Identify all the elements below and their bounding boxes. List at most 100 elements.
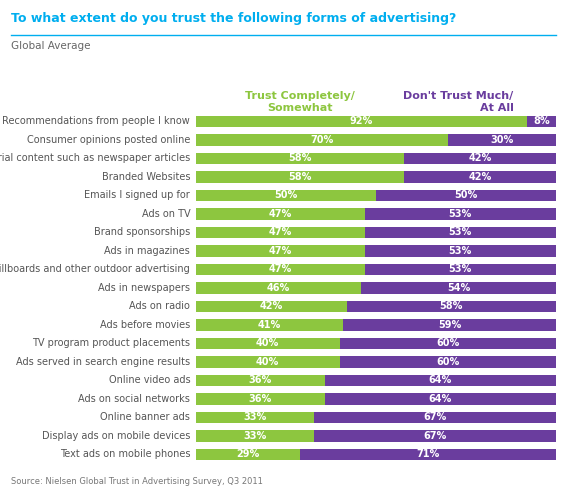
Text: 64%: 64% bbox=[429, 375, 452, 386]
Text: Ads served in search engine results: Ads served in search engine results bbox=[16, 357, 190, 367]
Bar bbox=[361, 282, 556, 294]
Text: 50%: 50% bbox=[274, 190, 297, 201]
Text: Global Average: Global Average bbox=[11, 41, 91, 51]
Text: Brand sponsorships: Brand sponsorships bbox=[94, 227, 190, 238]
Text: 53%: 53% bbox=[448, 264, 472, 274]
Bar bbox=[375, 190, 556, 201]
Bar bbox=[300, 448, 556, 460]
Bar bbox=[325, 393, 556, 405]
Bar bbox=[196, 116, 527, 127]
Bar bbox=[196, 264, 365, 275]
Bar bbox=[404, 153, 556, 164]
Bar bbox=[315, 430, 556, 442]
Text: 53%: 53% bbox=[448, 209, 472, 219]
Bar bbox=[527, 116, 556, 127]
Bar bbox=[343, 319, 556, 331]
Text: 36%: 36% bbox=[249, 375, 272, 386]
Text: Ads in magazines: Ads in magazines bbox=[104, 246, 190, 256]
Text: Ads on radio: Ads on radio bbox=[129, 302, 190, 311]
Bar bbox=[365, 227, 556, 238]
Text: 41%: 41% bbox=[258, 320, 281, 330]
Text: 36%: 36% bbox=[249, 394, 272, 404]
Bar bbox=[347, 301, 556, 312]
Text: 70%: 70% bbox=[310, 135, 333, 145]
Text: 47%: 47% bbox=[269, 246, 292, 256]
Text: 92%: 92% bbox=[350, 117, 373, 126]
Text: Branded Websites: Branded Websites bbox=[101, 172, 190, 182]
Bar bbox=[196, 227, 365, 238]
Bar bbox=[196, 171, 404, 183]
Text: 30%: 30% bbox=[490, 135, 513, 145]
Text: 60%: 60% bbox=[436, 357, 459, 367]
Text: 33%: 33% bbox=[243, 431, 266, 441]
Text: 40%: 40% bbox=[256, 338, 280, 348]
Text: Emails I signed up for: Emails I signed up for bbox=[84, 190, 190, 201]
Text: 58%: 58% bbox=[439, 302, 463, 311]
Text: 8%: 8% bbox=[533, 117, 549, 126]
Text: Consumer opinions posted online: Consumer opinions posted online bbox=[27, 135, 190, 145]
Bar bbox=[196, 430, 315, 442]
Text: 64%: 64% bbox=[429, 394, 452, 404]
Text: 67%: 67% bbox=[424, 431, 447, 441]
Bar bbox=[340, 356, 556, 367]
Bar bbox=[447, 134, 556, 146]
Text: TV program product placements: TV program product placements bbox=[32, 338, 190, 348]
Bar bbox=[196, 208, 365, 220]
Text: 46%: 46% bbox=[267, 283, 290, 293]
Text: 50%: 50% bbox=[454, 190, 477, 201]
Text: 47%: 47% bbox=[269, 227, 292, 238]
Text: 42%: 42% bbox=[468, 172, 492, 182]
Text: 53%: 53% bbox=[448, 227, 472, 238]
Bar bbox=[196, 282, 361, 294]
Bar bbox=[196, 245, 365, 257]
Text: 29%: 29% bbox=[236, 449, 260, 459]
Bar bbox=[196, 319, 343, 331]
Text: Online banner ads: Online banner ads bbox=[100, 412, 190, 423]
Bar bbox=[325, 375, 556, 386]
Text: 47%: 47% bbox=[269, 264, 292, 274]
Bar bbox=[196, 375, 325, 386]
Text: To what extent do you trust the following forms of advertising?: To what extent do you trust the followin… bbox=[11, 12, 456, 25]
Text: Don't Trust Much/
At All: Don't Trust Much/ At All bbox=[403, 91, 514, 113]
Bar bbox=[365, 245, 556, 257]
Bar bbox=[196, 393, 325, 405]
Text: 42%: 42% bbox=[468, 153, 492, 163]
Bar bbox=[315, 412, 556, 423]
Text: 53%: 53% bbox=[448, 246, 472, 256]
Bar bbox=[196, 301, 347, 312]
Text: Ads in newspapers: Ads in newspapers bbox=[98, 283, 190, 293]
Bar bbox=[196, 190, 375, 201]
Text: Text ads on mobile phones: Text ads on mobile phones bbox=[60, 449, 190, 459]
Text: 60%: 60% bbox=[436, 338, 459, 348]
Text: 59%: 59% bbox=[438, 320, 461, 330]
Text: Editorial content such as newspaper articles: Editorial content such as newspaper arti… bbox=[0, 153, 190, 163]
Text: 58%: 58% bbox=[289, 153, 312, 163]
Text: Recommendations from people I know: Recommendations from people I know bbox=[2, 117, 190, 126]
Bar bbox=[196, 134, 447, 146]
Bar bbox=[365, 264, 556, 275]
Bar bbox=[196, 448, 300, 460]
Text: 42%: 42% bbox=[260, 302, 283, 311]
Text: 71%: 71% bbox=[416, 449, 439, 459]
Text: Billboards and other outdoor advertising: Billboards and other outdoor advertising bbox=[0, 264, 190, 274]
Text: 54%: 54% bbox=[447, 283, 470, 293]
Text: 33%: 33% bbox=[243, 412, 266, 423]
Text: Display ads on mobile devices: Display ads on mobile devices bbox=[42, 431, 190, 441]
Text: 47%: 47% bbox=[269, 209, 292, 219]
Text: Ads on TV: Ads on TV bbox=[142, 209, 190, 219]
Text: Ads on social networks: Ads on social networks bbox=[78, 394, 190, 404]
Bar bbox=[196, 153, 404, 164]
Text: Source: Nielsen Global Trust in Advertising Survey, Q3 2011: Source: Nielsen Global Trust in Advertis… bbox=[11, 477, 263, 486]
Text: Online video ads: Online video ads bbox=[109, 375, 190, 386]
Text: Trust Completely/
Somewhat: Trust Completely/ Somewhat bbox=[245, 91, 355, 113]
Bar bbox=[196, 356, 340, 367]
Text: 58%: 58% bbox=[289, 172, 312, 182]
Bar bbox=[196, 338, 340, 349]
Bar bbox=[340, 338, 556, 349]
Text: Ads before movies: Ads before movies bbox=[100, 320, 190, 330]
Text: 67%: 67% bbox=[424, 412, 447, 423]
Bar bbox=[365, 208, 556, 220]
Text: 40%: 40% bbox=[256, 357, 280, 367]
Bar bbox=[404, 171, 556, 183]
Bar bbox=[196, 412, 315, 423]
